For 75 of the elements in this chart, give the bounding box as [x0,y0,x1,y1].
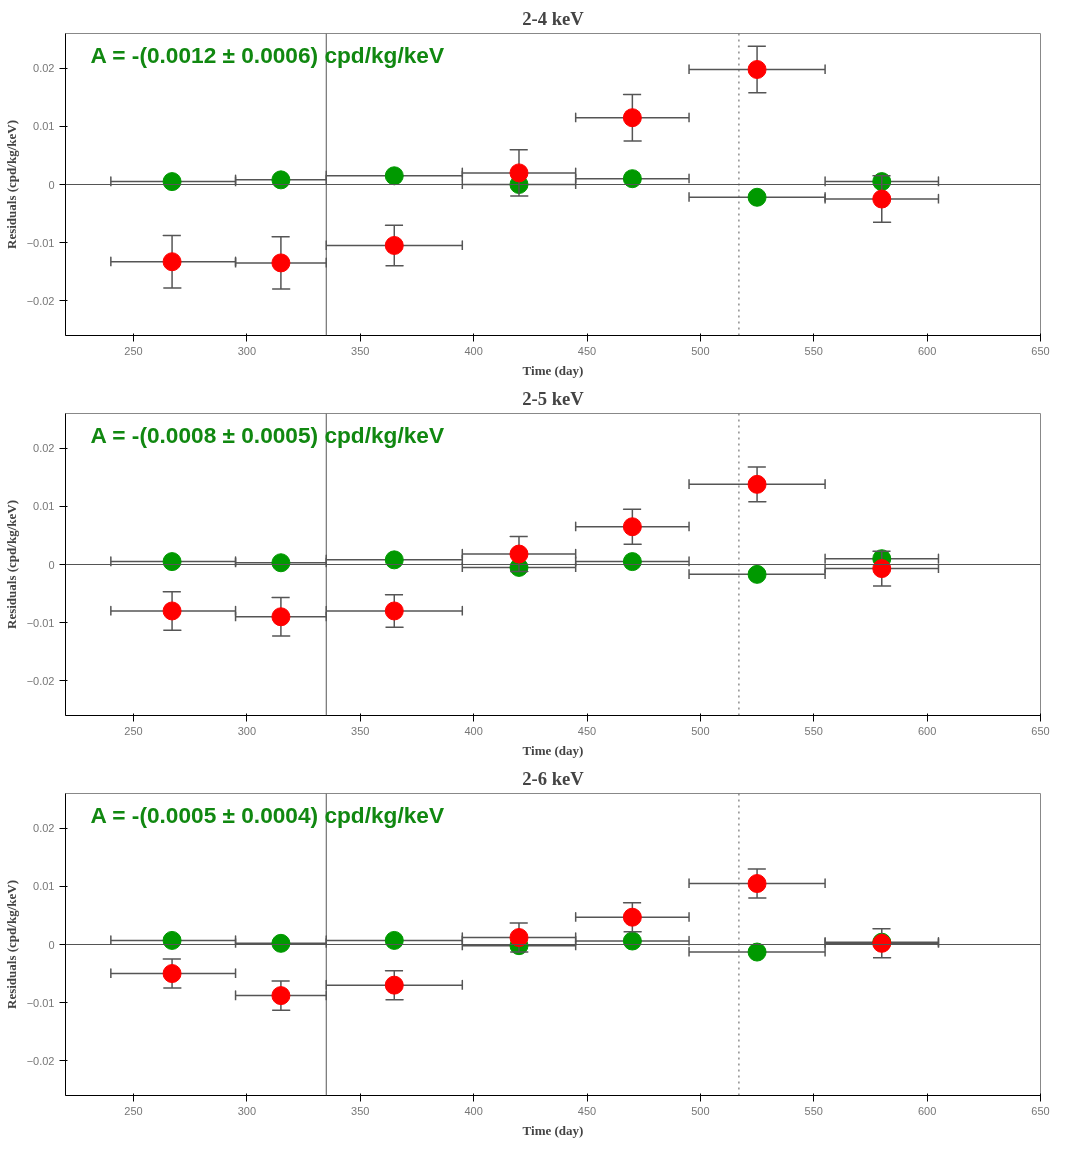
y-tick-label: −0.01 [26,996,55,1009]
y-tick-label: 0.01 [33,500,55,513]
x-tick-label: 500 [691,724,710,737]
x-tick-label: 550 [804,724,823,737]
x-axis-title: Time (day) [522,742,584,758]
point [271,933,291,953]
y-axis-title: Residuals (cpd/kg/keV) [3,120,19,249]
point [162,172,182,192]
y-tick-label: −0.02 [26,1054,55,1067]
x-tick-label: 250 [124,1104,143,1117]
point [747,564,767,584]
x-tick-label: 650 [1031,1104,1050,1117]
point [622,931,642,951]
x-tick-label: 250 [124,344,143,357]
y-tick-label: −0.02 [26,294,55,307]
point [747,60,767,79]
point [509,163,529,183]
x-tick-label: 550 [804,1104,823,1117]
x-tick-label: 650 [1031,724,1050,737]
x-tick-label: 300 [237,724,257,737]
y-tick-label: −0.01 [26,616,55,629]
x-tick-label: 450 [577,724,597,737]
x-tick-label: 600 [917,344,937,357]
point [162,930,182,950]
point [162,552,182,572]
x-axis-title: Time (day) [522,1122,584,1138]
x-tick-label: 600 [917,724,937,737]
y-tick-label: 0.01 [33,880,55,893]
x-tick-label: 450 [577,344,597,357]
y-tick-label: −0.01 [26,236,55,249]
x-tick-label: 400 [464,1104,483,1117]
chart-title: 2-5 keV [522,387,585,409]
annotation: A = -(0.0005 ± 0.0004) cpd/kg/keV [90,801,445,828]
point [747,942,767,962]
x-tick-label: 250 [124,724,143,737]
chart-title: 2-4 keV [522,7,585,29]
y-tick-label: 0.01 [33,120,55,133]
y-axis-title: Residuals (cpd/kg/keV) [3,500,19,629]
point [622,552,642,572]
point [271,170,291,190]
y-tick-label: 0 [48,938,55,951]
point [622,108,642,128]
y-tick-label: 0 [48,558,55,571]
y-tick-label: 0.02 [33,442,55,455]
y-tick-label: 0.02 [33,822,55,835]
point [384,930,404,950]
x-tick-label: 650 [1031,344,1050,357]
x-tick-label: 300 [237,344,257,357]
x-tick-label: 400 [464,724,483,737]
chart-title: 2-6 keV [522,767,585,789]
y-tick-label: 0 [48,178,55,191]
point [622,169,642,189]
x-tick-label: 350 [351,1104,370,1117]
x-tick-label: 450 [577,1104,597,1117]
point [872,189,892,209]
x-tick-label: 550 [804,344,823,357]
x-tick-label: 400 [464,344,483,357]
x-tick-label: 300 [237,1104,257,1117]
x-tick-label: 500 [691,344,710,357]
point [162,252,182,272]
x-tick-label: 350 [351,724,370,737]
annotation: A = -(0.0012 ± 0.0006) cpd/kg/keV [90,41,445,68]
annotation: A = -(0.0008 ± 0.0005) cpd/kg/keV [90,421,445,448]
y-axis-title: Residuals (cpd/kg/keV) [3,880,19,1009]
point [384,550,404,570]
y-tick-label: 0.02 [33,62,55,75]
point [271,253,291,273]
point [271,553,291,573]
x-tick-label: 500 [691,1104,710,1117]
point [747,187,767,207]
x-axis-title: Time (day) [522,362,584,378]
x-tick-label: 600 [917,1104,937,1117]
point [384,166,404,186]
x-tick-label: 350 [351,344,370,357]
y-tick-label: −0.02 [26,674,55,687]
